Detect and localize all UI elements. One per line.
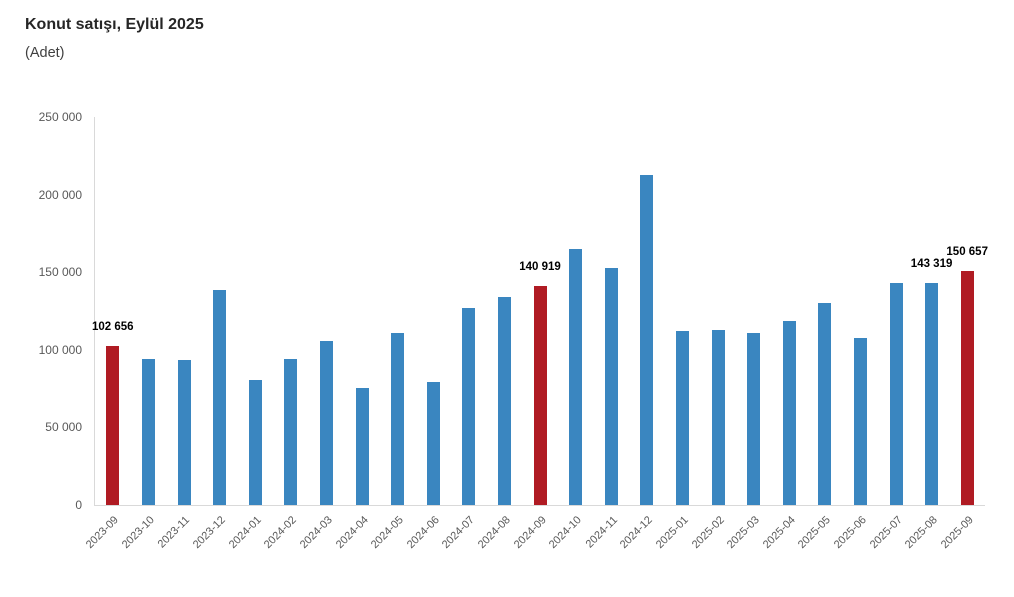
bar-2024-11[interactable] bbox=[604, 267, 618, 505]
bar-2024-03[interactable] bbox=[319, 341, 333, 505]
x-tick-2024-06: 2024-06 bbox=[404, 514, 442, 552]
y-tick-150000: 150 000 bbox=[38, 265, 82, 280]
x-tick-2023-11: 2023-11 bbox=[156, 514, 193, 551]
x-tick-2024-08: 2024-08 bbox=[475, 514, 513, 552]
bar-2024-07[interactable] bbox=[462, 307, 476, 505]
value-label-2024-09: 140 919 bbox=[519, 261, 561, 274]
bar-2024-10[interactable] bbox=[569, 248, 583, 505]
bar-2023-11[interactable] bbox=[177, 359, 191, 505]
bar-2025-01[interactable] bbox=[675, 330, 689, 505]
x-tick-2023-10: 2023-10 bbox=[119, 514, 157, 552]
y-tick-0: 0 bbox=[75, 498, 82, 512]
bar-2023-12[interactable] bbox=[213, 289, 227, 505]
x-tick-2024-07: 2024-07 bbox=[440, 514, 478, 552]
x-tick-2023-09: 2023-09 bbox=[84, 514, 122, 552]
x-tick-2024-05: 2024-05 bbox=[369, 514, 407, 552]
x-tick-2025-03: 2025-03 bbox=[725, 514, 763, 552]
x-tick-2024-12: 2024-12 bbox=[618, 514, 656, 552]
bar-2025-08[interactable] bbox=[925, 282, 939, 505]
x-tick-2024-04: 2024-04 bbox=[333, 514, 371, 552]
bar-2025-04[interactable] bbox=[782, 321, 796, 505]
chart-title: Konut satışı, Eylül 2025 bbox=[25, 16, 204, 33]
value-label-2023-09: 102 656 bbox=[92, 320, 134, 333]
value-label-2025-08: 143 319 bbox=[910, 257, 953, 270]
y-tick-250000: 250 000 bbox=[38, 110, 82, 124]
x-tick-2025-06: 2025-06 bbox=[831, 514, 869, 552]
x-tick-2025-08: 2025-08 bbox=[903, 514, 941, 552]
bar-2025-06[interactable] bbox=[853, 337, 867, 505]
x-tick-2025-04: 2025-04 bbox=[760, 514, 798, 552]
chart-subtitle: (Adet) bbox=[25, 45, 65, 61]
bar-2025-03[interactable] bbox=[747, 333, 761, 505]
x-tick-2025-05: 2025-05 bbox=[796, 514, 834, 552]
bar-2024-06[interactable] bbox=[426, 381, 440, 505]
x-tick-2024-10: 2024-10 bbox=[547, 514, 585, 552]
bar-2025-07[interactable] bbox=[889, 283, 903, 505]
bar-2023-10[interactable] bbox=[141, 359, 155, 505]
x-tick-2023-12: 2023-12 bbox=[191, 514, 229, 552]
x-tick-2025-09: 2025-09 bbox=[938, 514, 976, 552]
y-tick-50000: 50 000 bbox=[45, 420, 82, 435]
x-tick-2024-01: 2024-01 bbox=[226, 514, 264, 552]
bar-2024-08[interactable] bbox=[497, 296, 511, 505]
y-tick-200000: 200 000 bbox=[38, 187, 82, 202]
plot-area: 2023-09 102 656 2023-10 2023-11 2023-12 2024-… bbox=[84, 117, 988, 551]
x-tick-2025-01: 2025-01 bbox=[653, 514, 691, 552]
bar-2023-09[interactable] bbox=[106, 345, 120, 505]
y-axis-labels: 0 50 000 100 000 150 000 200 000 250 000 bbox=[0, 110, 82, 512]
bar-2025-02[interactable] bbox=[711, 329, 725, 505]
bar-2024-04[interactable] bbox=[355, 387, 369, 505]
x-tick-2025-02: 2025-02 bbox=[689, 514, 727, 552]
y-tick-100000: 100 000 bbox=[38, 342, 82, 357]
bar-2024-01[interactable] bbox=[248, 380, 262, 505]
bar-2024-02[interactable] bbox=[284, 359, 298, 505]
bar-2025-05[interactable] bbox=[818, 303, 832, 505]
value-label-2025-09: 150 657 bbox=[946, 246, 988, 259]
x-tick-2024-03: 2024-03 bbox=[297, 514, 335, 552]
bar-2024-12[interactable] bbox=[640, 175, 654, 505]
bar-2025-09[interactable] bbox=[960, 271, 974, 505]
x-tick-2024-11: 2024-11 bbox=[583, 514, 620, 551]
bar-2024-05[interactable] bbox=[391, 333, 405, 505]
bar-2024-09[interactable] bbox=[533, 286, 547, 505]
x-tick-2025-07: 2025-07 bbox=[867, 514, 905, 552]
x-tick-2024-02: 2024-02 bbox=[262, 514, 300, 552]
x-tick-2024-09: 2024-09 bbox=[511, 514, 549, 552]
